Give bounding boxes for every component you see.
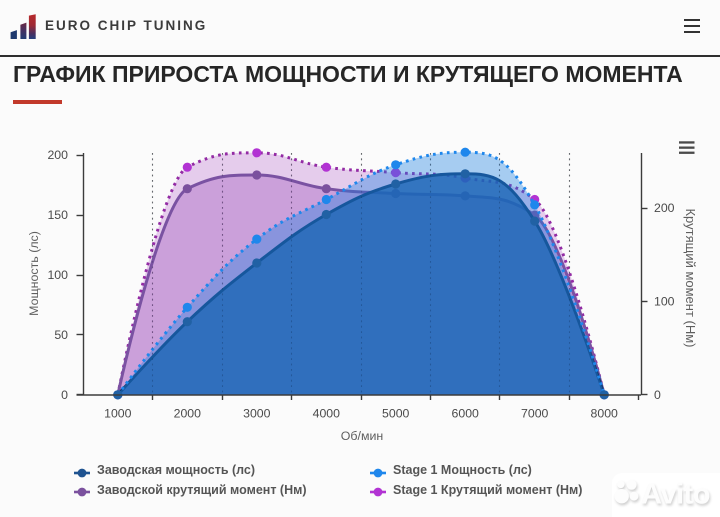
svg-text:100: 100 (47, 268, 68, 282)
svg-text:4000: 4000 (313, 407, 341, 421)
svg-text:7000: 7000 (521, 407, 549, 421)
svg-text:150: 150 (47, 208, 68, 222)
svg-text:8000: 8000 (591, 407, 619, 421)
svg-text:Крутящий момент (Нм): Крутящий момент (Нм) (683, 208, 698, 347)
svg-text:Мощность (лс): Мощность (лс) (27, 231, 41, 316)
svg-text:200: 200 (47, 148, 68, 162)
svg-text:0: 0 (61, 388, 68, 402)
svg-text:0: 0 (654, 388, 661, 402)
svg-text:100: 100 (654, 294, 675, 308)
svg-text:50: 50 (54, 328, 68, 342)
svg-text:6000: 6000 (452, 407, 480, 421)
svg-text:Об/мин: Об/мин (341, 429, 383, 443)
svg-text:2000: 2000 (174, 407, 202, 421)
svg-text:1000: 1000 (104, 407, 132, 421)
svg-text:200: 200 (654, 201, 675, 215)
svg-text:Avito: Avito (641, 479, 710, 511)
svg-text:5000: 5000 (382, 407, 410, 421)
svg-text:3000: 3000 (243, 407, 271, 421)
